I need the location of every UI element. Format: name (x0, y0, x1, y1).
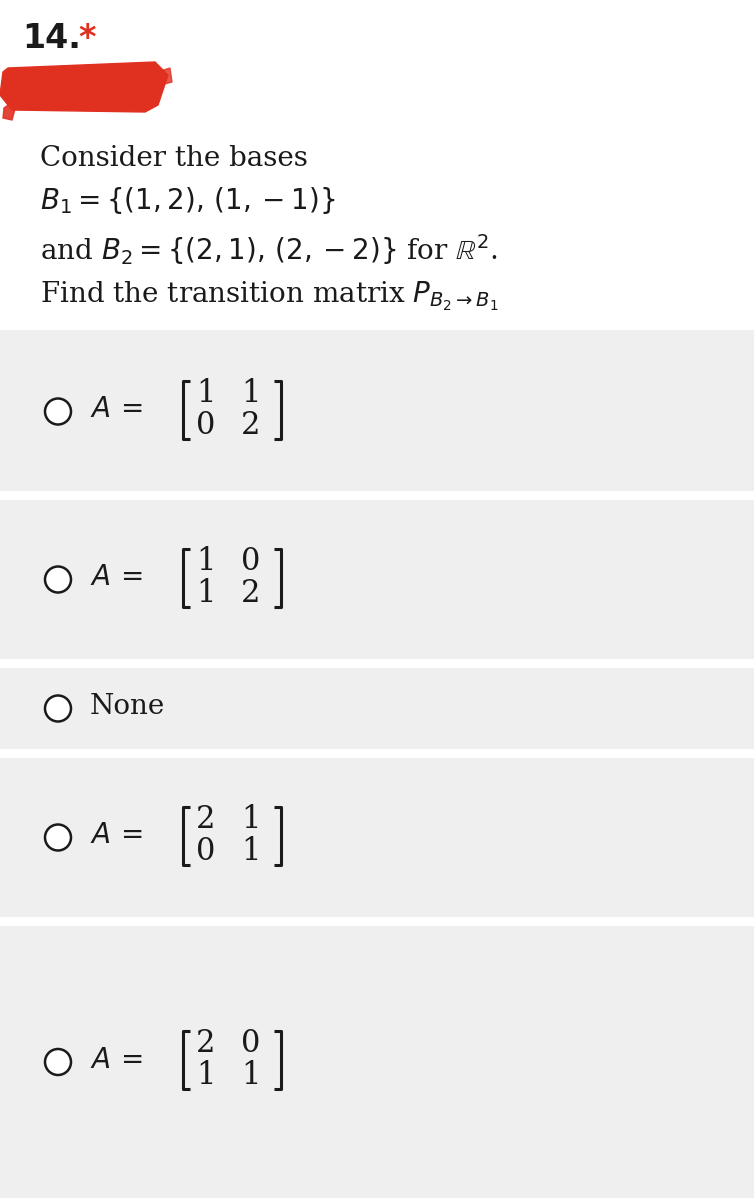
Text: $B_1 = \{(1, 2),\,(1, -1)\}$: $B_1 = \{(1, 2),\,(1, -1)\}$ (40, 185, 336, 216)
Text: and $B_2 = \{(2, 1),\,(2, -2)\}$ for $\mathbb{R}^2$.: and $B_2 = \{(2, 1),\,(2, -2)\}$ for $\m… (40, 232, 498, 266)
Text: 2: 2 (241, 410, 261, 440)
Text: 0: 0 (241, 1028, 261, 1060)
Text: 0: 0 (196, 410, 216, 440)
Text: None: None (90, 692, 165, 720)
Text: 14.: 14. (22, 22, 81, 55)
FancyBboxPatch shape (0, 498, 754, 661)
Text: 1: 1 (241, 378, 261, 409)
Text: 0: 0 (196, 836, 216, 866)
Text: 1: 1 (241, 804, 261, 835)
Polygon shape (148, 68, 172, 88)
Text: 0: 0 (241, 546, 261, 577)
Text: 2: 2 (196, 804, 216, 835)
FancyBboxPatch shape (0, 756, 754, 919)
Text: 1: 1 (196, 578, 216, 608)
Text: $A\,=$: $A\,=$ (90, 396, 143, 422)
Text: *: * (78, 22, 96, 55)
Text: 1: 1 (196, 378, 216, 409)
Text: Find the transition matrix $P_{B_2{\rightarrow}B_1}$: Find the transition matrix $P_{B_2{\righ… (40, 280, 498, 313)
FancyBboxPatch shape (0, 666, 754, 751)
Text: $A\,=$: $A\,=$ (90, 1046, 143, 1074)
Circle shape (45, 566, 71, 593)
Circle shape (45, 696, 71, 721)
Text: 1: 1 (241, 1061, 261, 1092)
Circle shape (45, 398, 71, 425)
Text: 1: 1 (196, 546, 216, 577)
Polygon shape (0, 62, 168, 112)
Text: 1: 1 (196, 1061, 216, 1092)
Circle shape (45, 824, 71, 851)
FancyBboxPatch shape (0, 924, 754, 1200)
FancyBboxPatch shape (0, 330, 754, 493)
Text: $A\,=$: $A\,=$ (90, 822, 143, 850)
Text: 1: 1 (241, 836, 261, 866)
Polygon shape (3, 98, 18, 120)
Circle shape (45, 1049, 71, 1075)
Text: $A\,=$: $A\,=$ (90, 564, 143, 590)
Text: 2: 2 (196, 1028, 216, 1060)
Text: 2: 2 (241, 578, 261, 608)
FancyBboxPatch shape (0, 0, 754, 330)
Text: Consider the bases: Consider the bases (40, 145, 308, 172)
